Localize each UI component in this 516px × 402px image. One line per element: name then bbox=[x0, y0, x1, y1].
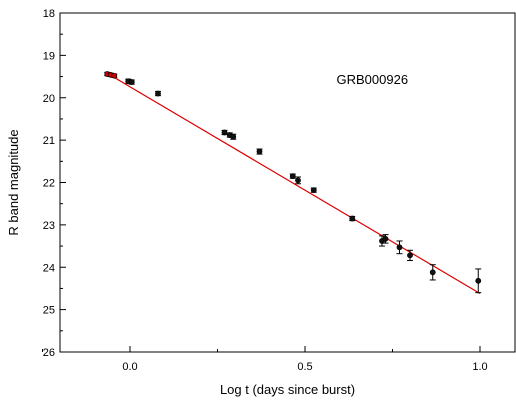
data-point bbox=[295, 177, 301, 184]
data-point bbox=[429, 269, 436, 276]
data-points bbox=[104, 71, 482, 294]
y-tick-label: 24 bbox=[43, 262, 55, 274]
data-point bbox=[310, 187, 317, 194]
data-point bbox=[289, 173, 296, 180]
data-point bbox=[155, 90, 161, 97]
data-point bbox=[221, 129, 228, 136]
y-tick-label: 26 bbox=[43, 347, 55, 359]
y-tick-label: 19 bbox=[43, 50, 55, 62]
axis-ticks bbox=[42, 12, 481, 353]
data-point bbox=[349, 215, 356, 222]
data-point bbox=[128, 79, 135, 85]
plot-frame bbox=[59, 12, 516, 353]
data-point bbox=[475, 277, 482, 284]
y-tick-label: 22 bbox=[43, 178, 55, 190]
x-tick-label: 0.5 bbox=[297, 361, 312, 373]
data-point bbox=[256, 148, 263, 155]
y-tick-label: 21 bbox=[43, 135, 55, 147]
axis-tick-labels: 18 19 20 21 22 23 24 25 26 0.0 0.5 1.0 bbox=[43, 8, 488, 373]
fit-line bbox=[105, 71, 481, 295]
y-tick-label: 20 bbox=[43, 93, 55, 105]
data-point bbox=[382, 235, 389, 242]
y-axis-label: R band magnitude bbox=[6, 129, 21, 235]
grb-annotation: GRB000926 bbox=[337, 72, 409, 87]
data-point bbox=[396, 244, 403, 251]
data-point bbox=[111, 72, 118, 79]
x-axis-label: Log t (days since burst) bbox=[220, 382, 355, 397]
data-point bbox=[230, 133, 237, 140]
y-tick-label: 18 bbox=[43, 8, 55, 20]
x-tick-label: 1.0 bbox=[472, 361, 487, 373]
data-point bbox=[407, 252, 413, 259]
y-tick-label: 23 bbox=[43, 220, 55, 232]
y-tick-label: 25 bbox=[43, 305, 55, 317]
x-tick-label: 0.0 bbox=[122, 361, 137, 373]
